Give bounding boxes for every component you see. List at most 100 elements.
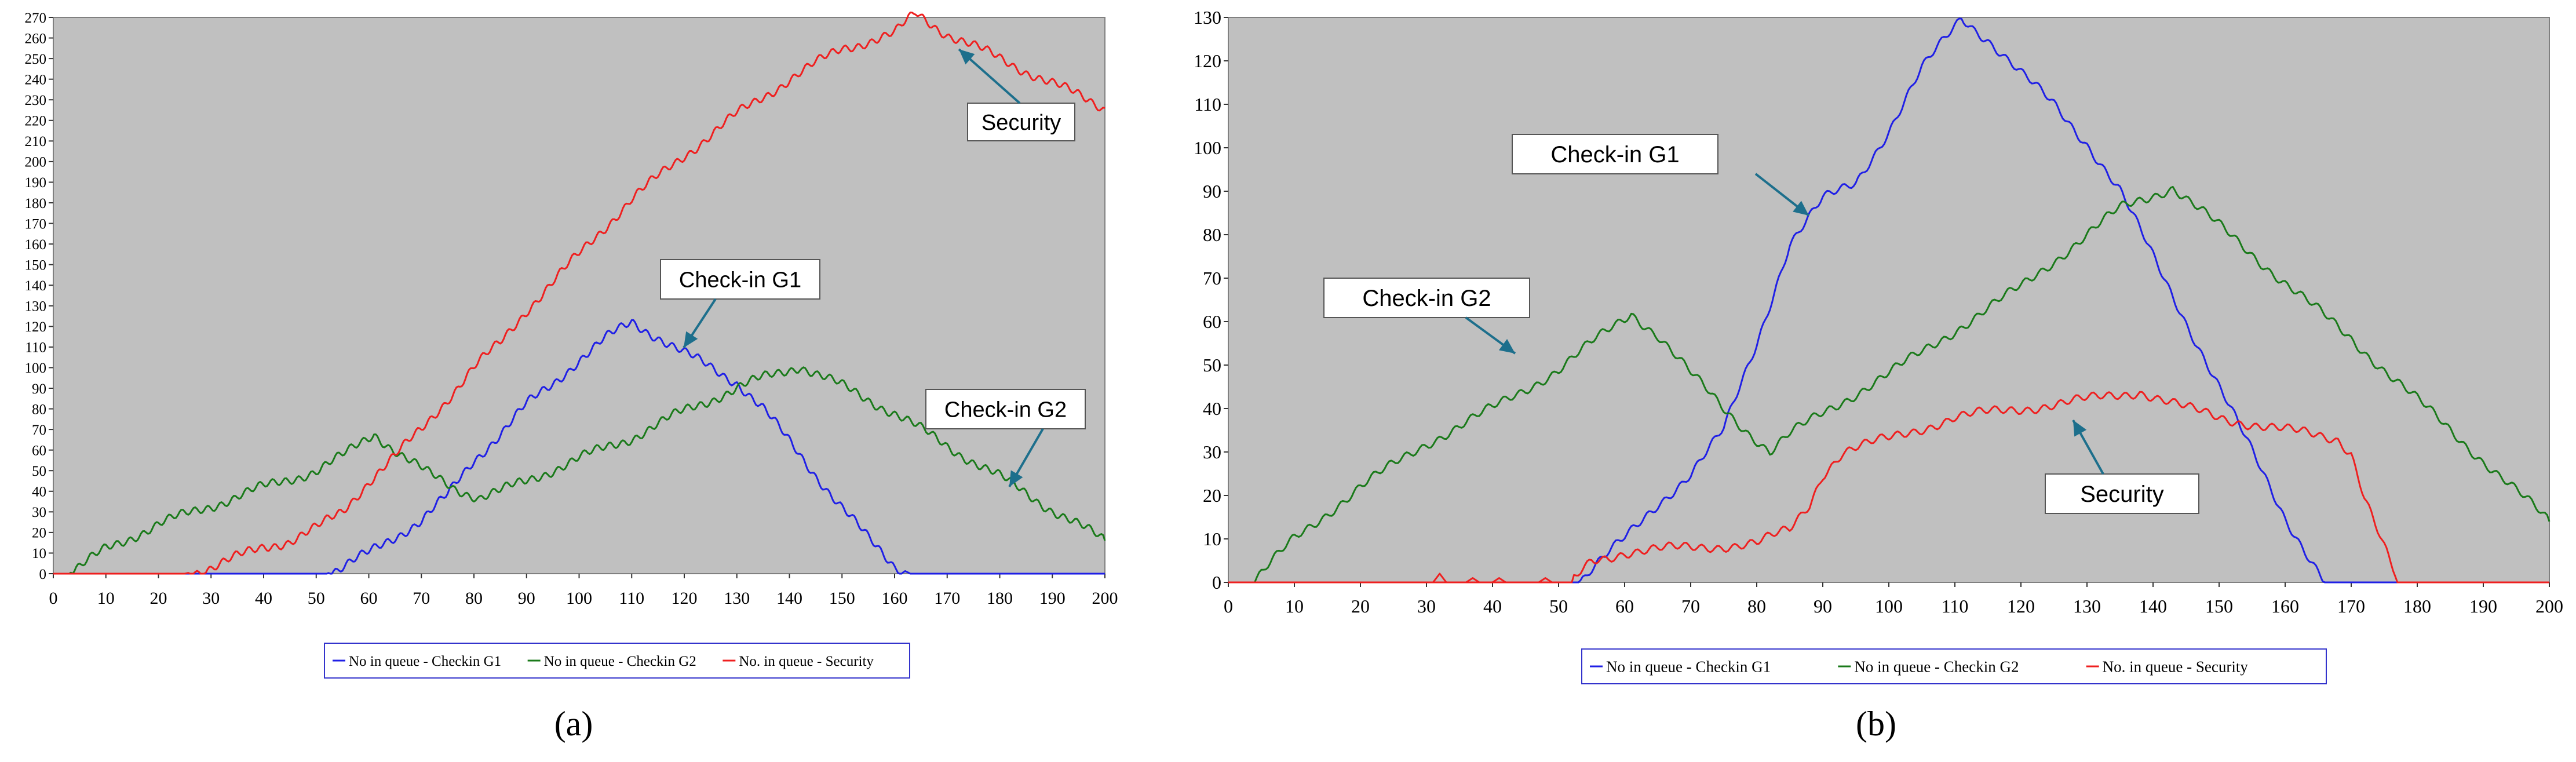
callout-arrowhead (959, 49, 975, 65)
callout-label: Check-in G1 (679, 268, 801, 292)
x-tick-label: 200 (1092, 589, 1118, 608)
series-line-security (53, 12, 1105, 575)
y-tick-label: 90 (32, 381, 46, 397)
y-tick-label: 130 (25, 299, 47, 315)
x-tick-label: 180 (987, 589, 1013, 608)
chart-a: 0102030405060708090100110120130140150160… (25, 10, 1118, 679)
caption-b: (b) (1856, 705, 1896, 743)
y-tick-label: 30 (1203, 442, 1221, 462)
y-tick-label: 60 (32, 443, 46, 458)
x-tick-label: 100 (1875, 596, 1903, 617)
x-tick-label: 70 (413, 589, 430, 608)
y-tick-label: 40 (32, 484, 46, 500)
x-tick-label: 140 (2139, 596, 2167, 617)
x-tick-label: 190 (1039, 589, 1066, 608)
x-tick-label: 170 (934, 589, 960, 608)
y-tick-label: 10 (32, 546, 46, 562)
x-tick-label: 10 (1285, 596, 1304, 617)
x-tick-label: 0 (1224, 596, 1233, 617)
series-line-checkin-g2 (53, 366, 1106, 575)
callout-arrowhead (2073, 420, 2087, 437)
chart-b: 0 10 20 30 40 50 60 70 80 90 100 110 120 130 0 10 20 30 40… (1194, 7, 2563, 684)
callout-label: Check-in G2 (944, 398, 1067, 422)
callout-checkin-g2: Check-in G2 (1323, 278, 1530, 355)
x-tick-label: 80 (1747, 596, 1766, 617)
legend-label: No. in queue - Security (739, 654, 874, 669)
legend: No in queue - Checkin G1 No in queue - Ch… (324, 643, 910, 679)
y-tick-label: 80 (1203, 224, 1221, 245)
callout-arrowhead (1009, 470, 1023, 487)
callout-box (660, 259, 820, 300)
y-tick-label: 180 (25, 196, 47, 212)
x-tick-label: 50 (1549, 596, 1568, 617)
y-tick-label: 100 (1194, 137, 1221, 158)
callout-box (925, 389, 1086, 429)
y-tick-label: 120 (25, 319, 47, 335)
y-tick-label: 30 (32, 505, 46, 520)
y-tick-label: 230 (25, 93, 47, 108)
x-tick-label: 140 (776, 589, 802, 608)
plot-area (53, 17, 1105, 574)
x-tick-label: 0 (49, 589, 58, 608)
y-tick-label: 160 (25, 237, 47, 253)
legend-box (324, 643, 910, 679)
legend: No in queue - Checkin G1 No in queue - Ch… (1581, 648, 2327, 684)
y-tick-label: 110 (1194, 94, 1221, 115)
x-tick-label: 30 (202, 589, 220, 608)
y-tick-label: 50 (32, 464, 46, 479)
series-line-checkin-g2 (1228, 185, 2551, 584)
y-tick-label: 40 (1203, 398, 1221, 419)
x-tick-label: 50 (308, 589, 325, 608)
x-tick-label: 130 (724, 589, 750, 608)
legend-box (1581, 648, 2327, 684)
y-tick-label: 270 (25, 10, 47, 26)
x-tick-label: 110 (619, 589, 644, 608)
legend-label: No in queue - Checkin G1 (1606, 658, 1771, 675)
x-tick-label: 90 (518, 589, 535, 608)
y-tick-label: 80 (32, 402, 46, 417)
y-tick-label: 150 (25, 257, 47, 273)
y-tick-label: 0 (1212, 572, 1221, 593)
callout-label: Security (2080, 482, 2164, 507)
callout-box (2045, 473, 2199, 514)
x-tick-label: 80 (465, 589, 483, 608)
y-tick-label: 190 (25, 175, 47, 191)
callout-checkin-g2: Check-in G2 (925, 389, 1086, 488)
series-line-checkin-g1 (53, 319, 1105, 575)
y-tick-label: 170 (25, 216, 47, 232)
y-tick-label: 120 (1194, 50, 1221, 71)
x-tick-label: 120 (672, 589, 698, 608)
x-tick-label: 90 (1814, 596, 1832, 617)
y-tick-label: 50 (1203, 355, 1221, 375)
panel-a: 0 10 20 30 40 50 60 70 80 90 100 110 120 130 140 150 160… (0, 0, 1170, 759)
x-tick-label: 180 (2403, 596, 2431, 617)
y-tick-label: 260 (25, 31, 47, 46)
callout-box (967, 103, 1075, 141)
callout-arrowhead (684, 331, 698, 348)
x-tick-label: 10 (97, 589, 115, 608)
legend-label: No. in queue - Security (2103, 658, 2249, 675)
callout-checkin-g1: Check-in G1 (660, 259, 820, 349)
x-tick-label: 200 (2535, 596, 2563, 617)
y-tick-label: 100 (25, 360, 47, 376)
x-tick-label: 190 (2469, 596, 2497, 617)
x-tick-label: 40 (255, 589, 272, 608)
callout-box (1323, 278, 1530, 318)
x-tick-label: 70 (1681, 596, 1700, 617)
x-tick-label: 100 (566, 589, 592, 608)
y-tick-label: 220 (25, 114, 47, 129)
y-tick-label: 90 (1203, 181, 1221, 202)
callout-arrowhead (1793, 200, 1809, 216)
callout-checkin-g1: Check-in G1 (1512, 134, 1810, 217)
x-tick-label: 150 (2205, 596, 2233, 617)
callout-security: Security (2045, 420, 2199, 514)
legend-label: No in queue - Checkin G2 (544, 654, 696, 669)
caption-a: (a) (554, 705, 593, 743)
x-tick-label: 160 (882, 589, 908, 608)
x-tick-label: 150 (829, 589, 855, 608)
y-tick-label: 210 (25, 134, 47, 150)
callout-arrowhead (1498, 339, 1515, 353)
callout-label: Security (981, 111, 1061, 135)
legend-label: No in queue - Checkin G1 (349, 654, 501, 669)
y-tick-label: 70 (1203, 268, 1221, 289)
